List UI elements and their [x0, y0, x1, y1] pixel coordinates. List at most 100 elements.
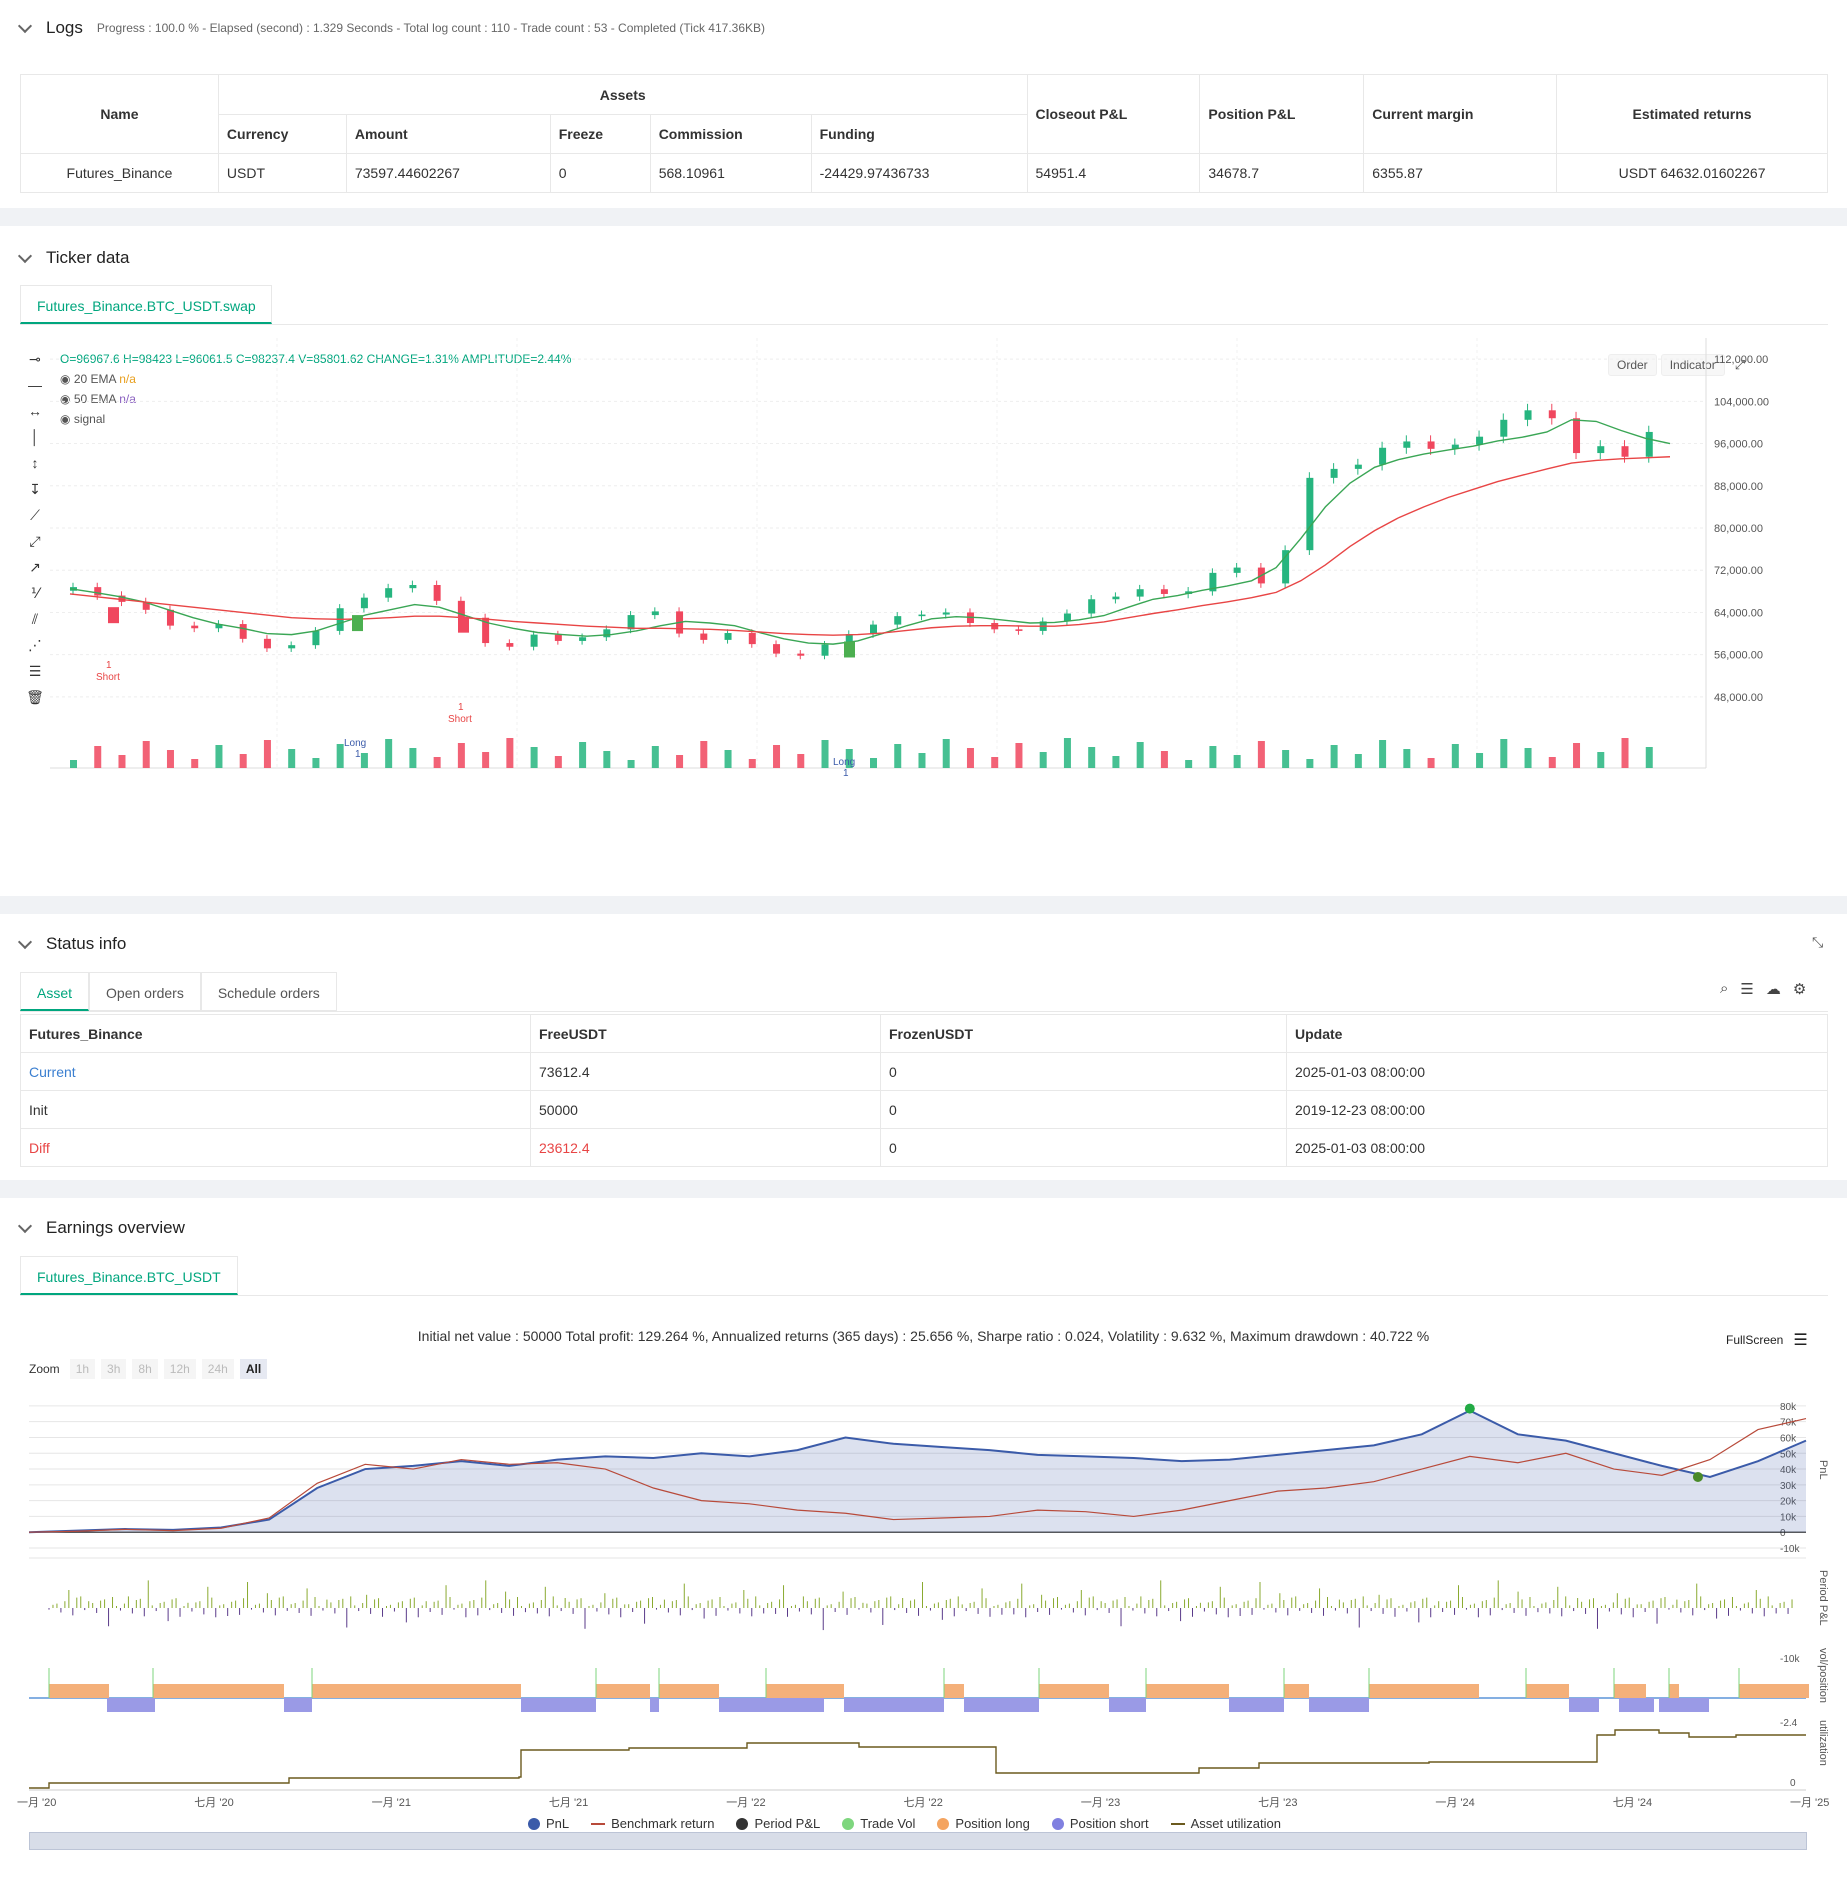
zoom-1h[interactable]: 1h	[69, 1359, 96, 1379]
logs-header[interactable]: Logs Progress : 100.0 % - Elapsed (secon…	[17, 18, 765, 38]
candlestick-chart[interactable]: 112,000.00 104,000.00 96,000.00 88,000.00 80…	[50, 338, 1810, 773]
y-tick-label: 0	[1780, 1528, 1786, 1539]
x-tick-label: 七月 '22	[904, 1796, 943, 1809]
collapse-chevron-icon[interactable]	[17, 18, 33, 33]
horizontal-segment-icon[interactable]: ↔	[28, 403, 42, 419]
eye-icon[interactable]: ◉	[60, 392, 71, 406]
candle	[1597, 446, 1605, 454]
status-table: Futures_Binance FreeUSDT FrozenUSDT Upda…	[20, 1014, 1828, 1167]
tab-btc-usdt-swap[interactable]: Futures_Binance.BTC_USDT.swap	[20, 285, 272, 324]
legend-benchmark[interactable]: Benchmark return	[591, 1816, 714, 1831]
list-icon[interactable]: ☰	[1740, 981, 1754, 998]
row-label-current[interactable]: Current	[20, 1052, 531, 1091]
fib-retracement-icon[interactable]: ☰	[28, 662, 42, 679]
ema50-legend[interactable]: ◉ 50 EMA n/a	[60, 392, 136, 406]
horizontal-ray-icon[interactable]: ⊸	[29, 350, 41, 367]
candle	[1306, 477, 1314, 551]
legend-label: Benchmark return	[611, 1816, 715, 1831]
status-panel: Status info ⤡ Asset Open orders Schedule…	[0, 914, 1847, 1180]
logs-panel: Logs Progress : 100.0 % - Elapsed (secon…	[0, 0, 1847, 208]
candle	[1573, 418, 1581, 454]
ema50-label: 50 EMA	[73, 392, 116, 406]
parallel-channel-icon[interactable]: ⫽	[31, 610, 39, 627]
candle	[191, 625, 199, 629]
legend-position-long[interactable]: Position long	[937, 1816, 1030, 1831]
fullscreen-control[interactable]: FullScreen ☰	[1726, 1330, 1808, 1350]
collapse-panel-icon[interactable]: ⤡	[1812, 934, 1824, 950]
legend-period-pnl[interactable]: Period P&L	[736, 1816, 820, 1831]
volume-bar	[506, 738, 514, 768]
tab-btc-usdt[interactable]: Futures_Binance.BTC_USDT	[20, 1256, 238, 1295]
order-button[interactable]: Order	[1608, 354, 1657, 376]
volume-bar	[118, 755, 126, 768]
zoom-all[interactable]: All	[239, 1359, 268, 1379]
trend-line-icon[interactable]: ⟋	[30, 506, 40, 523]
table-cell: 50000	[530, 1090, 881, 1129]
table-row: Init 50000 0 2019-12-23 08:00:00	[20, 1090, 1828, 1129]
volume-bar	[1403, 749, 1411, 768]
legend-asset-utilization[interactable]: Asset utilization	[1170, 1816, 1281, 1831]
position-short-bar	[964, 1698, 1039, 1712]
signal-marker	[108, 607, 119, 624]
zoom-3h[interactable]: 3h	[101, 1359, 127, 1379]
tab-asset[interactable]: Asset	[20, 972, 90, 1011]
horizontal-line-icon[interactable]: —	[28, 377, 42, 393]
short-marker-label: Short	[448, 714, 472, 725]
candle	[554, 634, 562, 641]
status-header[interactable]: Status info	[17, 934, 126, 954]
table-cell: USDT	[217, 153, 347, 193]
zoom-12h[interactable]: 12h	[163, 1359, 196, 1379]
vertical-segment-icon[interactable]: ↕	[31, 455, 39, 471]
ticker-header[interactable]: Ticker data	[17, 248, 130, 268]
expand-icon[interactable]: ⤢	[1734, 357, 1746, 372]
earnings-chart[interactable]: 80k 70k 60k 50k 40k 30k 20k 10k 0 -10k PnL -10k Peri…	[0, 1390, 1847, 1820]
fib-channel-icon[interactable]: ⋰	[28, 636, 42, 653]
y-tick-label: -10k	[1780, 1654, 1800, 1665]
vertical-ray-icon[interactable]: ↧	[29, 480, 41, 497]
eye-icon[interactable]: ◉	[60, 372, 71, 386]
ema50-value: n/a	[119, 392, 136, 406]
search-icon[interactable]: ⌕	[1720, 980, 1729, 997]
range-navigator[interactable]	[29, 1832, 1807, 1850]
y-tick-label: 70k	[1780, 1418, 1797, 1429]
tab-schedule-orders[interactable]: Schedule orders	[200, 972, 337, 1011]
ema20-legend[interactable]: ◉ 20 EMA n/a	[60, 372, 136, 386]
cloud-download-icon[interactable]: ☁	[1765, 981, 1781, 998]
position-short-bar	[1229, 1698, 1284, 1712]
price-label-icon[interactable]: ⅟	[31, 584, 39, 601]
collapse-chevron-icon[interactable]	[17, 934, 33, 949]
trash-icon[interactable]: 🗑	[26, 688, 44, 705]
volume-bar	[1379, 740, 1387, 768]
x-tick-label: 七月 '24	[1613, 1796, 1652, 1809]
menu-icon[interactable]: ☰	[1793, 1332, 1808, 1349]
tab-open-orders[interactable]: Open orders	[89, 972, 201, 1011]
fullscreen-button[interactable]: FullScreen	[1726, 1333, 1784, 1347]
volume-bar	[530, 747, 538, 768]
zoom-8h[interactable]: 8h	[132, 1359, 158, 1379]
ema20-value: n/a	[119, 372, 136, 386]
eye-icon[interactable]: ◉	[60, 412, 71, 426]
legend-trade-vol[interactable]: Trade Vol	[842, 1816, 915, 1831]
legend-label: Period P&L	[754, 1816, 821, 1831]
collapse-chevron-icon[interactable]	[17, 1218, 33, 1233]
ticker-title: Ticker data	[46, 248, 130, 267]
extended-line-icon[interactable]: ↗	[29, 558, 41, 575]
zoom-24h[interactable]: 24h	[201, 1359, 234, 1379]
position-long-bar	[659, 1684, 719, 1698]
vertical-line-icon[interactable]: │	[30, 429, 40, 445]
signal-legend[interactable]: ◉ signal	[60, 412, 105, 426]
gear-icon[interactable]: ⚙	[1792, 981, 1807, 998]
volume-bar	[409, 748, 417, 768]
earnings-header[interactable]: Earnings overview	[17, 1218, 185, 1238]
volume-bar	[773, 745, 781, 768]
volume-bar	[263, 740, 271, 768]
collapse-chevron-icon[interactable]	[17, 248, 33, 263]
legend-position-short[interactable]: Position short	[1051, 1816, 1149, 1831]
row-label-init: Init	[20, 1090, 531, 1129]
candle	[1088, 599, 1096, 614]
short-marker-count: 1	[458, 702, 464, 713]
y-tick-label: 72,000.00	[1714, 565, 1763, 577]
legend-pnl[interactable]: PnL	[528, 1816, 569, 1831]
legend-swatch	[1170, 1822, 1185, 1825]
ray-line-icon[interactable]: ⤢	[29, 532, 41, 549]
